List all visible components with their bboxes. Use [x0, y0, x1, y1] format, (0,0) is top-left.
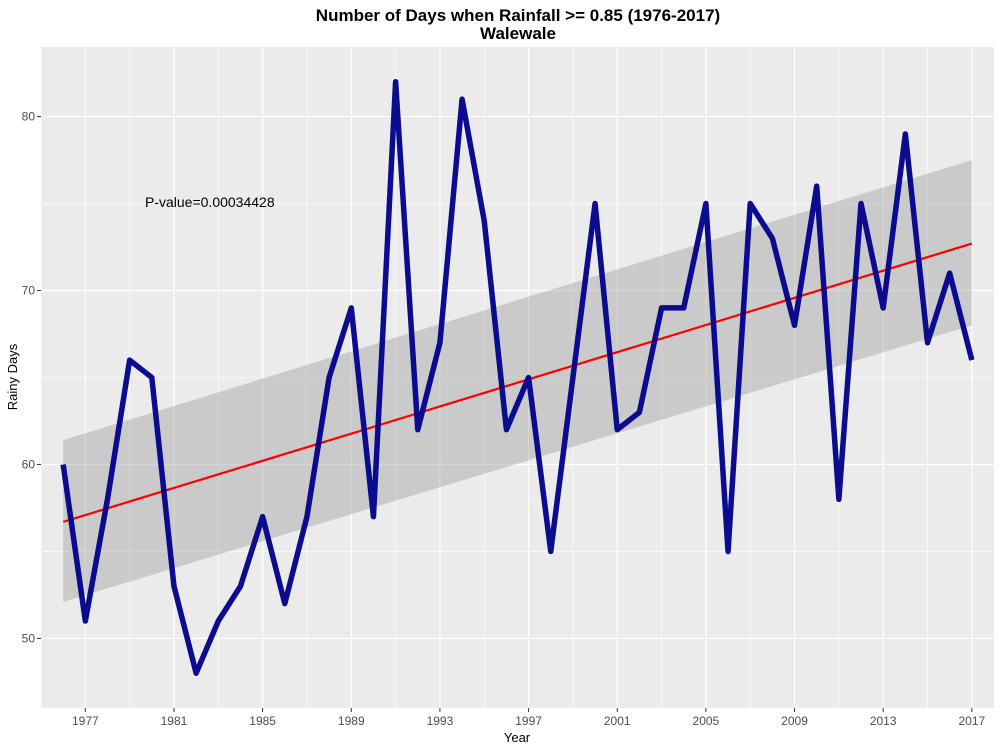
x-tick-label: 2005	[693, 714, 720, 728]
x-tick-label: 1977	[72, 714, 99, 728]
rainy-days-line	[60, 79, 975, 676]
chart-subtitle: Walewale	[480, 24, 556, 43]
x-tick-label: 2017	[958, 714, 985, 728]
x-tick-label: 2001	[604, 714, 631, 728]
x-tick-label: 1989	[338, 714, 365, 728]
x-axis-title: Year	[504, 730, 531, 745]
y-axis-ticks: 50 60 70 80	[22, 110, 41, 645]
y-tick-label: 50	[22, 631, 36, 645]
x-tick-label: 1993	[427, 714, 454, 728]
p-value-annotation: P-value=0.00034428	[145, 194, 275, 210]
chart-title: Number of Days when Rainfall >= 0.85 (19…	[316, 6, 720, 25]
x-tick-label: 1981	[161, 714, 188, 728]
y-axis-title: Rainy Days	[5, 343, 20, 410]
x-tick-label: 1997	[515, 714, 542, 728]
minor-grid	[40, 47, 994, 708]
x-tick-label: 1985	[249, 714, 276, 728]
y-tick-label: 70	[22, 284, 36, 298]
x-tick-label: 2009	[781, 714, 808, 728]
y-tick-label: 60	[22, 457, 36, 471]
observed-series-layer	[60, 79, 975, 676]
major-grid	[41, 47, 994, 708]
trend-line-layer	[62, 242, 973, 523]
x-axis-ticks: 1977 1981 1985 1989 1993 1997 2001 2005 2009 2013…	[72, 708, 986, 728]
trend-line	[62, 242, 973, 523]
x-tick-label: 2013	[870, 714, 897, 728]
y-tick-label: 80	[22, 110, 36, 124]
